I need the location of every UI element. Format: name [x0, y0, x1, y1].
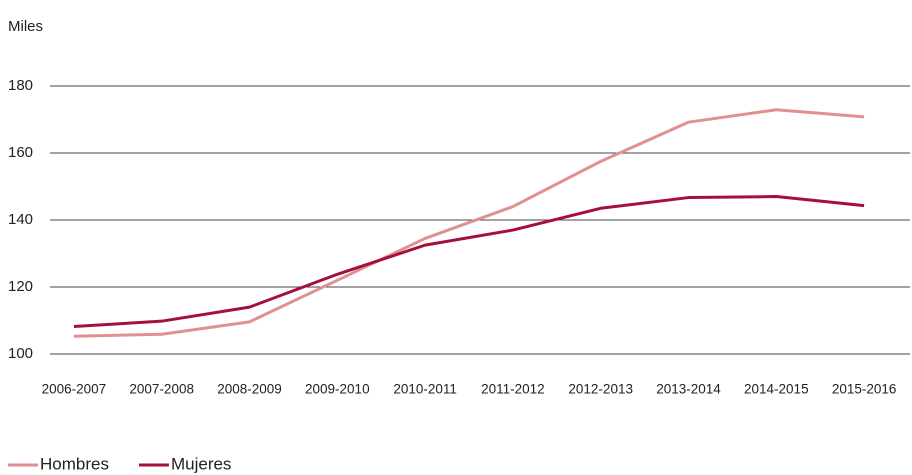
y-tick-label: 160 — [8, 144, 33, 161]
y-tick-label: 180 — [8, 77, 33, 94]
x-tick-label: 2010-2011 — [393, 382, 457, 397]
x-tick-label: 2015-2016 — [832, 382, 897, 397]
series-line — [73, 195, 865, 329]
x-tick-label: 2008-2009 — [217, 382, 282, 397]
x-tick-label: 2011-2012 — [481, 382, 545, 397]
series-line — [73, 108, 865, 338]
x-tick-label: 2006-2007 — [42, 382, 107, 397]
y-tick-label: 100 — [8, 345, 33, 362]
x-tick-label: 2012-2013 — [568, 382, 633, 397]
x-tick-label: 2013-2014 — [656, 382, 721, 397]
x-tick-label: 2014-2015 — [744, 382, 809, 397]
legend-label: Mujeres — [171, 454, 231, 473]
y-tick-label: 120 — [8, 278, 33, 295]
y-axis-label: Miles — [8, 18, 43, 35]
y-tick-label: 140 — [8, 211, 33, 228]
x-tick-label: 2007-2008 — [129, 382, 194, 397]
x-tick-label: 2009-2010 — [305, 382, 370, 397]
legend-label: Hombres — [40, 454, 109, 473]
